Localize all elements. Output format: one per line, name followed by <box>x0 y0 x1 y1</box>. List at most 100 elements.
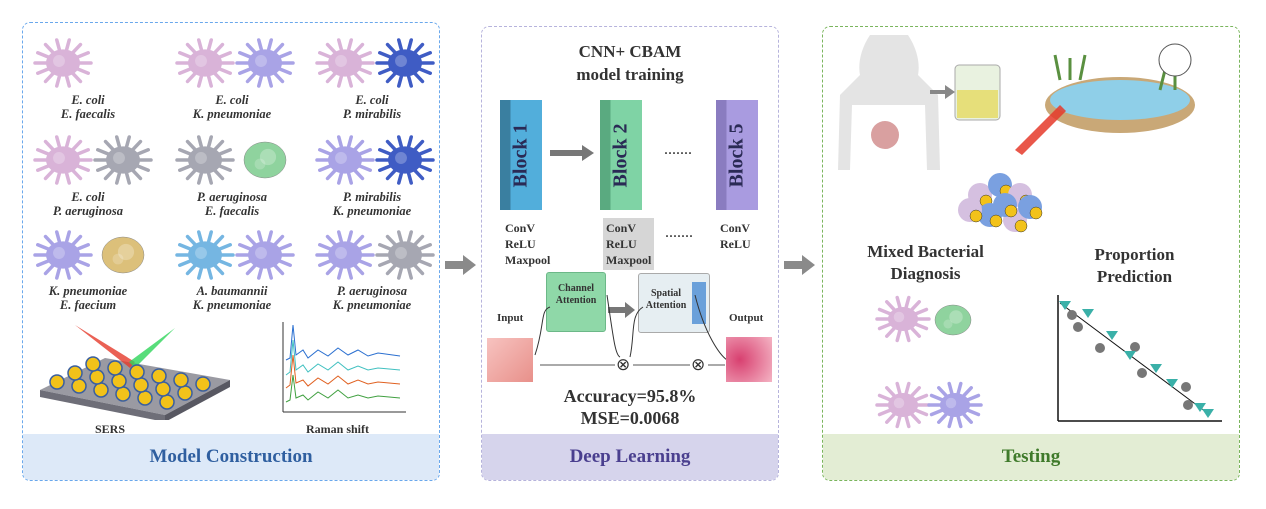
nanoparticle <box>111 373 127 389</box>
nanoparticle <box>85 356 101 372</box>
data-point-triangle <box>1202 409 1214 418</box>
op-relu: ReLU <box>720 237 751 251</box>
attention-flow-lines <box>534 295 728 366</box>
block-5: Block 5 <box>716 100 758 210</box>
data-point <box>1181 382 1191 392</box>
bacterium-icon <box>375 135 435 185</box>
species-name: P. aeruginosa <box>197 190 267 204</box>
op-conv: ConV <box>720 221 751 235</box>
bacteria-pair-label: E. coli P. mirabilis <box>302 93 442 121</box>
multiply-icon: ⊗ <box>616 355 631 374</box>
bacterium-icon <box>33 38 93 88</box>
nanoparticle <box>195 376 211 392</box>
bacterium-icon <box>33 230 93 280</box>
model-construction-panel: Model Construction <box>22 22 440 481</box>
ellipsis: ······· <box>665 229 694 243</box>
data-point <box>1183 400 1193 410</box>
block-2-label: Block 2 <box>609 123 632 187</box>
nanoparticle <box>137 390 153 406</box>
species-name: E. faecalis <box>60 107 116 121</box>
block-1: Block 1 <box>500 100 542 210</box>
data-point <box>1137 368 1147 378</box>
flow-arrow-icon <box>445 255 476 275</box>
species-name: E. coli <box>355 93 389 107</box>
bacterium-icon <box>33 135 93 185</box>
species-name: P. mirabilis <box>342 107 402 121</box>
op-relu: ReLU <box>606 237 637 251</box>
bacteria-pair-label: P. mirabilis K. pneumoniae <box>302 190 442 218</box>
data-point <box>1130 342 1140 352</box>
nanoparticle <box>67 365 83 381</box>
sers-substrate-illustration <box>40 325 230 420</box>
data-point-triangle <box>1059 301 1071 310</box>
bacterium-icon <box>927 381 983 429</box>
bacteria-pair-label: K. pneumoniae E. faecium <box>18 284 158 312</box>
nanoparticle <box>115 386 131 402</box>
deep-learning-footer: Deep Learning <box>482 434 778 480</box>
bacterium-icon <box>375 38 435 88</box>
nanoparticle <box>71 378 87 394</box>
bacteria-pair-label: E. coli E. faecalis <box>18 93 158 121</box>
op-maxpool: Maxpool <box>606 253 652 267</box>
nanoparticle <box>177 385 193 401</box>
species-name: K. pneumoniae <box>48 284 128 298</box>
bacterium-icon <box>315 38 375 88</box>
testing-panel: Testing <box>822 26 1240 481</box>
coccus-icon <box>101 236 145 274</box>
bacterium-icon <box>375 230 435 280</box>
species-name: A. baumannii <box>196 284 268 298</box>
bacteria-pair-label: E. coli K. pneumoniae <box>162 93 302 121</box>
nanoparticle <box>151 368 167 384</box>
op-conv: ConV <box>606 221 637 235</box>
ellipsis: ······· <box>664 146 693 160</box>
species-name: P. mirabilis <box>342 190 402 204</box>
model-title-line2: model training <box>576 65 684 84</box>
input-label: Input <box>497 312 524 324</box>
species-name: E. coli <box>71 93 105 107</box>
output-label: Output <box>729 312 764 324</box>
input-cube <box>487 338 533 382</box>
nanoparticle <box>49 374 65 390</box>
block-5-label: Block 5 <box>725 123 748 187</box>
mixed-bacterial-diagnosis-label: Mixed Bacterial Diagnosis <box>867 242 984 283</box>
channel-attention-box: Channel Attention <box>546 272 606 332</box>
proportion-prediction-plot <box>1057 295 1222 422</box>
nanoparticle <box>159 394 175 410</box>
data-point <box>1073 322 1083 332</box>
species-name: K. pneumoniae <box>332 204 412 218</box>
model-title-line1: CNN+ CBAM <box>578 42 682 61</box>
data-point <box>1067 310 1077 320</box>
data-point-triangle <box>1150 364 1162 373</box>
nanoparticle <box>89 369 105 385</box>
nanoparticle <box>173 372 189 388</box>
bacterium-icon <box>235 38 295 88</box>
bacterium-icon <box>315 135 375 185</box>
data-point <box>1095 343 1105 353</box>
model-title: CNN+ CBAM model training <box>530 40 730 86</box>
species-name: K. pneumoniae <box>332 298 412 312</box>
data-point-triangle <box>1124 351 1136 360</box>
block-5-ops: ConV ReLU <box>720 220 751 252</box>
data-point-triangle <box>1106 331 1118 340</box>
flow-arrow-icon <box>784 255 815 275</box>
bacterium-icon <box>875 295 931 343</box>
data-point-triangle <box>1194 403 1206 412</box>
output-cube <box>726 337 772 382</box>
deep-learning-panel: Deep Learning <box>481 26 779 481</box>
data-point-triangle <box>1082 309 1094 318</box>
bacterium-icon <box>175 135 235 185</box>
species-name: P. aeruginosa <box>53 204 123 218</box>
nanoparticle <box>133 377 149 393</box>
sample-sources-illustration <box>838 35 1195 233</box>
block-2-ops: ConV ReLU Maxpool <box>603 218 655 270</box>
proportion-prediction-label: Proportion Prediction <box>1094 245 1175 286</box>
nanoparticle <box>129 364 145 380</box>
op-maxpool: Maxpool <box>505 253 551 267</box>
bacterium-icon <box>175 230 235 280</box>
raman-shift-label: Raman shift <box>306 422 370 436</box>
spatial-map-shape <box>692 282 706 324</box>
bacteria-pair-label: E. coli P. aeruginosa <box>18 190 158 218</box>
block-1-label: Block 1 <box>509 123 532 187</box>
nanoparticle <box>107 360 123 376</box>
